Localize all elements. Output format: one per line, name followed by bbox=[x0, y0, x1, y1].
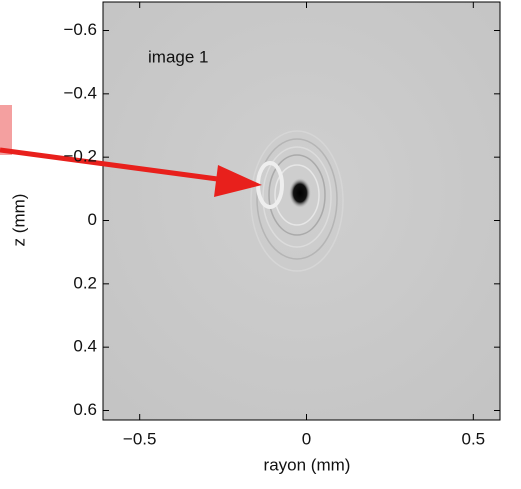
x-axis-label: rayon (mm) bbox=[264, 455, 351, 474]
y-tick-label: 0 bbox=[88, 210, 97, 229]
annotation: image 1 bbox=[148, 47, 208, 66]
y-tick-label: 0.6 bbox=[73, 400, 97, 419]
x-tick-label: −0.5 bbox=[123, 429, 157, 448]
y-tick-label: 0.2 bbox=[73, 273, 97, 292]
image-background bbox=[103, 2, 500, 420]
y-tick-label: −0.2 bbox=[63, 147, 97, 166]
arrow-shaft bbox=[0, 147, 226, 183]
y-tick-label: 0.4 bbox=[73, 337, 97, 356]
y-tick-label: −0.4 bbox=[63, 83, 97, 102]
y-axis-label: z (mm) bbox=[9, 194, 28, 247]
highlight-box bbox=[0, 105, 12, 155]
plot-frame bbox=[102, 1, 501, 421]
dark-spot bbox=[289, 178, 311, 208]
x-tick-label: 0 bbox=[302, 429, 311, 448]
y-tick-label: −0.6 bbox=[63, 20, 97, 39]
arrow-head bbox=[214, 165, 262, 197]
x-tick-label: 0.5 bbox=[461, 429, 485, 448]
